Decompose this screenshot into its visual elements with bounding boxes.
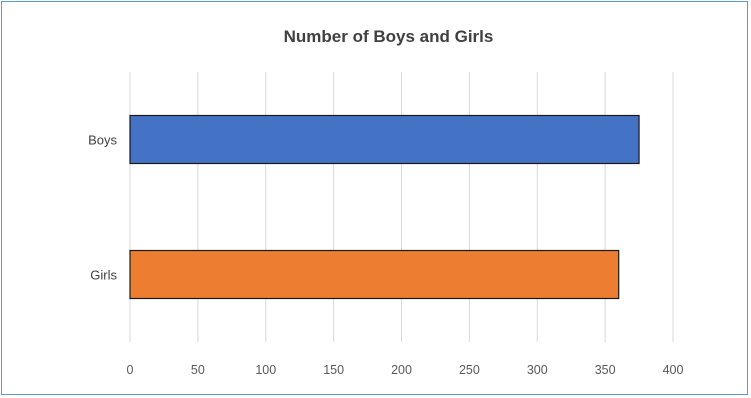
x-axis-ticks: 0 50 100 150 200 250 300 350 400 [127, 363, 684, 377]
category-label-girls: Girls [90, 268, 117, 283]
bar-boys [129, 114, 640, 165]
x-tick-label: 100 [255, 363, 276, 377]
x-tick-label: 50 [191, 363, 205, 377]
x-tick-label: 200 [391, 363, 412, 377]
bar-girls [129, 249, 620, 300]
x-tick-label: 150 [323, 363, 344, 377]
chart-title: Number of Boys and Girls [283, 27, 494, 46]
bars [129, 114, 640, 300]
x-tick-label: 0 [127, 363, 134, 377]
y-axis-labels: Boys Girls [88, 133, 117, 283]
category-label-boys: Boys [88, 133, 117, 148]
gridlines [129, 72, 674, 342]
x-tick-label: 300 [527, 363, 548, 377]
x-tick-label: 400 [663, 363, 684, 377]
x-tick-label: 350 [595, 363, 616, 377]
x-tick-label: 250 [459, 363, 480, 377]
